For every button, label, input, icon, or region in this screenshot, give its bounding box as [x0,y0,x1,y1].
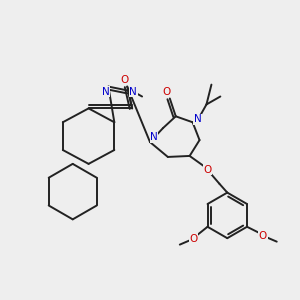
Text: O: O [190,234,198,244]
Text: O: O [203,165,211,175]
Text: N: N [129,86,137,97]
Text: O: O [120,75,128,85]
Text: N: N [150,132,158,142]
Text: N: N [101,86,109,97]
Text: O: O [259,231,267,241]
Text: N: N [194,114,201,124]
Text: O: O [163,86,171,97]
